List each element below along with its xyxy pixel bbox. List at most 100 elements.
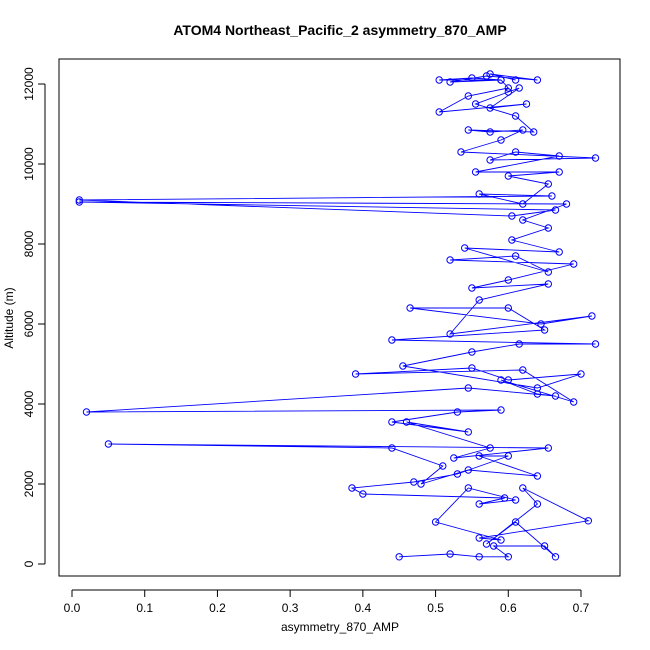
data-point [490, 542, 498, 550]
data-point [406, 304, 414, 312]
data-point [544, 268, 552, 276]
data-point [544, 224, 552, 232]
data-point [388, 418, 396, 426]
x-tick-label: 0.3 [282, 601, 299, 615]
data-point [486, 70, 494, 78]
data-point [533, 384, 542, 392]
data-point [446, 78, 454, 86]
data-point [482, 72, 491, 80]
data-point [533, 76, 542, 84]
x-tick-label: 0.2 [209, 601, 226, 615]
data-point [584, 517, 592, 525]
data-point [348, 484, 356, 492]
data-point [464, 484, 472, 492]
y-tick-label: 12000 [22, 67, 36, 101]
data-point [504, 84, 512, 92]
data-point [497, 536, 505, 544]
data-point [555, 168, 563, 176]
chart-title: ATOM4 Northeast_Pacific_2 asymmetry_870_… [173, 22, 506, 38]
data-point [486, 156, 494, 164]
data-point [504, 88, 512, 96]
data-point [504, 304, 512, 312]
data-point [475, 190, 483, 198]
data-point [508, 212, 516, 220]
series-line [79, 73, 596, 558]
data-point [471, 100, 480, 108]
data-point [446, 550, 454, 558]
data-point [435, 76, 443, 84]
data-point [511, 518, 520, 526]
data-point [497, 376, 505, 384]
y-tick-label: 0 [22, 560, 36, 567]
data-point [577, 370, 585, 378]
data-point [395, 553, 403, 561]
data-point [482, 540, 491, 548]
data-point [570, 260, 578, 268]
data-point [522, 100, 531, 108]
data-point [453, 470, 462, 478]
data-point [468, 364, 476, 372]
data-point [511, 148, 520, 156]
data-point [439, 462, 447, 470]
data-point [540, 542, 549, 550]
data-point [464, 466, 472, 474]
data-point [511, 112, 520, 120]
y-tick-label: 6000 [22, 310, 36, 337]
data-point [519, 484, 527, 492]
data-point [402, 418, 411, 426]
data-point [515, 84, 523, 92]
data-point [475, 553, 483, 561]
y-axis: 0 2000 4000 6000 8000 10000 12000 [22, 67, 46, 567]
y-tick-label: 8000 [22, 230, 36, 257]
x-tick-label: 0.1 [136, 601, 153, 615]
data-point [551, 553, 560, 561]
data-point [75, 196, 84, 204]
data-point [446, 256, 454, 264]
data-point [475, 500, 483, 508]
data-point [562, 200, 571, 208]
data-point [519, 200, 527, 208]
data-point [82, 408, 91, 416]
data-point [468, 348, 476, 356]
data-point [570, 398, 578, 406]
data-point [544, 280, 552, 288]
data-point [431, 518, 440, 526]
data-point [486, 104, 494, 112]
data-point [75, 198, 84, 206]
data-point [544, 180, 552, 188]
data-point [500, 494, 509, 502]
y-tick-label: 2000 [22, 470, 36, 497]
x-tick-label: 0.7 [573, 601, 590, 615]
x-axis: 0.0 0.1 0.2 0.3 0.4 0.5 0.6 0.7 [64, 589, 590, 615]
series-points [75, 70, 600, 561]
data-point [504, 553, 512, 561]
data-point [410, 478, 418, 486]
data-point [511, 252, 520, 260]
data-point [555, 152, 563, 160]
data-point [504, 376, 512, 384]
data-point [457, 148, 465, 156]
data-point [388, 444, 396, 452]
data-point [537, 320, 545, 328]
data-point [533, 500, 542, 508]
data-point [435, 108, 443, 116]
data-point [464, 126, 472, 134]
data-point [453, 408, 462, 416]
data-point [515, 340, 523, 348]
data-point [399, 362, 407, 370]
x-tick-label: 0.5 [427, 601, 444, 615]
data-point [497, 76, 505, 84]
data-point [351, 370, 360, 378]
y-tick-label: 4000 [22, 390, 36, 417]
data-point [497, 136, 505, 144]
data-point [464, 428, 472, 436]
data-point [497, 406, 505, 414]
data-point [588, 312, 596, 320]
data-point [591, 340, 600, 348]
data-point [461, 244, 469, 252]
series-lines [79, 73, 596, 558]
data-point [519, 126, 527, 134]
data-point [450, 454, 458, 462]
data-point [591, 154, 600, 162]
data-point [486, 444, 494, 452]
